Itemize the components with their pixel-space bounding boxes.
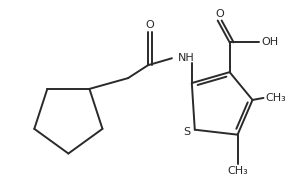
Text: CH₃: CH₃ [266, 93, 286, 103]
Text: OH: OH [262, 37, 279, 47]
Text: CH₃: CH₃ [227, 166, 248, 176]
Text: S: S [183, 127, 190, 137]
Text: O: O [146, 20, 154, 30]
Text: O: O [215, 9, 224, 18]
Text: NH: NH [178, 53, 195, 63]
